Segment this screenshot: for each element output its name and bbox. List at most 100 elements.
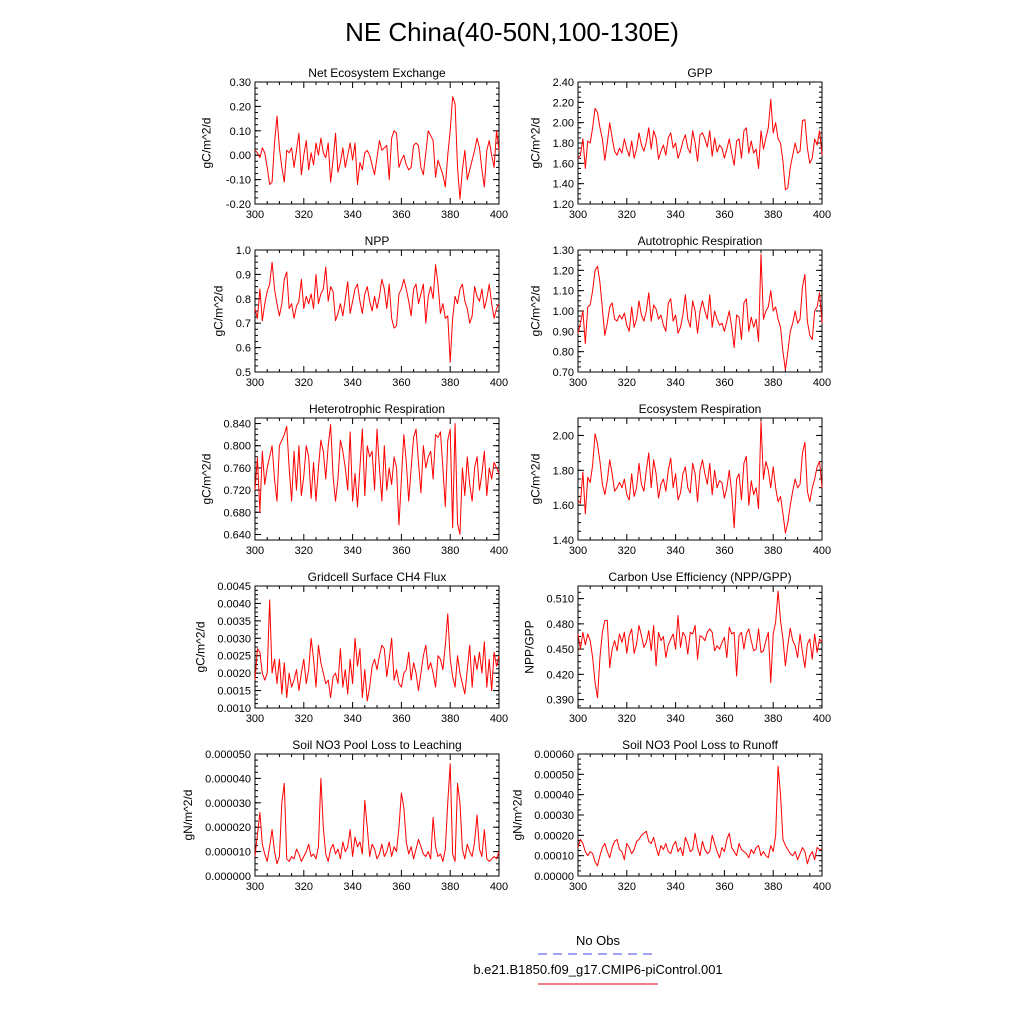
y-tick-label: 1.60 [553, 158, 574, 170]
panel-4: Autotrophic Respiration 300 320 340 360 380 40… [529, 234, 832, 389]
y-tick-label: 0.000050 [205, 749, 251, 761]
legend-obs-label: No Obs [576, 933, 621, 948]
x-tick-label: 320 [618, 377, 636, 389]
y-tick-label: 0.00050 [534, 769, 574, 781]
x-tick-label: 300 [569, 209, 587, 221]
plot-frame [254, 81, 500, 205]
panel-9: Soil NO3 Pool Loss to Leaching 300 320 340 3… [181, 738, 508, 893]
y-tick-label: 0.7 [236, 318, 251, 330]
y-tick-label: 0.760 [223, 463, 251, 475]
x-tick-label: 320 [295, 713, 313, 725]
y-tick-label: 1.80 [553, 465, 574, 477]
panel-title: Net Ecosystem Exchange [308, 66, 446, 80]
x-tick-label: 300 [246, 881, 264, 893]
panel-1: Net Ecosystem Exchange 300 320 340 360 380 400… [200, 66, 509, 221]
x-tick-label: 400 [490, 545, 508, 557]
y-axis-label: gC/m^2/d [193, 622, 207, 673]
panel-10: Soil NO3 Pool Loss to Runoff 300 320 340 360… [510, 738, 831, 893]
series-line [254, 423, 500, 535]
x-tick-label: 320 [618, 209, 636, 221]
panel-2: GPP 300 320 340 360 380 400 1.20 1.40 1.60 1.80 2.0… [529, 66, 832, 221]
series-line [577, 765, 822, 867]
y-axis-label: gC/m^2/d [529, 454, 543, 505]
y-tick-label: 0.10 [230, 126, 251, 138]
y-axis-label: NPP/GPP [523, 620, 537, 673]
x-tick-label: 300 [569, 545, 587, 557]
panel-title: Heterotrophic Respiration [309, 402, 445, 416]
y-tick-label: 1.40 [553, 535, 574, 547]
y-tick-label: 0.00020 [534, 830, 574, 842]
y-tick-label: 0.720 [223, 485, 251, 497]
x-tick-label: 300 [246, 713, 264, 725]
y-tick-label: 0.9 [236, 269, 251, 281]
panel-6: Ecosystem Respiration 300 320 340 360 380 400 1… [529, 402, 832, 557]
y-tick-label: 0.640 [223, 529, 251, 541]
series-line [577, 253, 823, 371]
series-line [577, 98, 823, 191]
x-tick-label: 380 [764, 377, 782, 389]
x-tick-label: 360 [392, 545, 410, 557]
x-tick-label: 380 [441, 713, 459, 725]
series-line [254, 261, 500, 363]
y-tick-label: 0.0025 [217, 651, 251, 663]
x-tick-label: 360 [715, 377, 733, 389]
x-tick-label: 400 [490, 881, 508, 893]
y-tick-label: 0.8 [236, 294, 251, 306]
y-tick-label: 0.90 [553, 326, 574, 338]
y-tick-label: 1.10 [553, 286, 574, 298]
y-tick-label: 0.680 [223, 507, 251, 519]
x-tick-label: 360 [715, 881, 733, 893]
y-tick-label: 0.0020 [217, 668, 251, 680]
x-tick-label: 380 [441, 377, 459, 389]
x-tick-label: 340 [343, 881, 361, 893]
y-tick-label: 0.00060 [534, 749, 574, 761]
y-axis-label: gN/m^2/d [510, 790, 524, 841]
y-tick-label: 0.450 [546, 644, 574, 656]
x-tick-label: 380 [441, 545, 459, 557]
y-tick-label: 0.00040 [534, 790, 574, 802]
y-tick-label: 0.00010 [534, 851, 574, 863]
x-tick-label: 380 [441, 881, 459, 893]
y-tick-label: -0.20 [226, 199, 251, 211]
y-axis-label: gC/m^2/d [529, 118, 543, 169]
y-tick-label: 0.0010 [217, 703, 251, 715]
y-tick-label: 0.70 [553, 367, 574, 379]
y-axis-label: gN/m^2/d [181, 790, 195, 841]
y-tick-label: 1.00 [553, 306, 574, 318]
x-tick-label: 300 [569, 377, 587, 389]
x-tick-label: 400 [813, 713, 831, 725]
x-tick-label: 340 [666, 545, 684, 557]
y-axis-label: gC/m^2/d [529, 286, 543, 337]
y-tick-label: 0.840 [223, 419, 251, 431]
y-tick-label: 1.40 [553, 179, 574, 191]
y-tick-label: 1.0 [236, 245, 251, 257]
y-tick-label: 0.000000 [205, 871, 251, 883]
y-tick-label: 0.00 [230, 150, 251, 162]
y-axis-label: gC/m^2/d [212, 286, 226, 337]
series-line [577, 420, 823, 534]
panel-title: GPP [687, 66, 712, 80]
y-tick-label: 0.30 [230, 77, 251, 89]
y-tick-label: 0.000020 [205, 822, 251, 834]
y-tick-label: 0.420 [546, 669, 574, 681]
x-tick-label: 380 [441, 209, 459, 221]
panel-title: Soil NO3 Pool Loss to Leaching [292, 738, 461, 752]
y-axis-label: gC/m^2/d [200, 118, 214, 169]
panel-title: NPP [365, 234, 390, 248]
panel-3: NPP 300 320 340 360 380 400 0.5 0.6 0.7 0.8 0.9 1.0 g… [212, 234, 508, 389]
y-tick-label: 0.5 [236, 367, 251, 379]
y-tick-label: 1.80 [553, 138, 574, 150]
panel-title: Ecosystem Respiration [639, 402, 762, 416]
x-tick-label: 400 [490, 377, 508, 389]
y-tick-label: 1.20 [553, 265, 574, 277]
y-tick-label: 0.800 [223, 441, 251, 453]
y-tick-label: 2.00 [553, 430, 574, 442]
x-tick-label: 300 [246, 377, 264, 389]
x-tick-label: 340 [343, 545, 361, 557]
series-line [254, 599, 500, 702]
y-tick-label: 0.00030 [534, 810, 574, 822]
panel-7: Gridcell Surface CH4 Flux 300 320 340 360 380… [193, 570, 508, 725]
x-tick-label: 340 [343, 377, 361, 389]
figure-title: NE China(40-50N,100-130E) [345, 17, 679, 47]
